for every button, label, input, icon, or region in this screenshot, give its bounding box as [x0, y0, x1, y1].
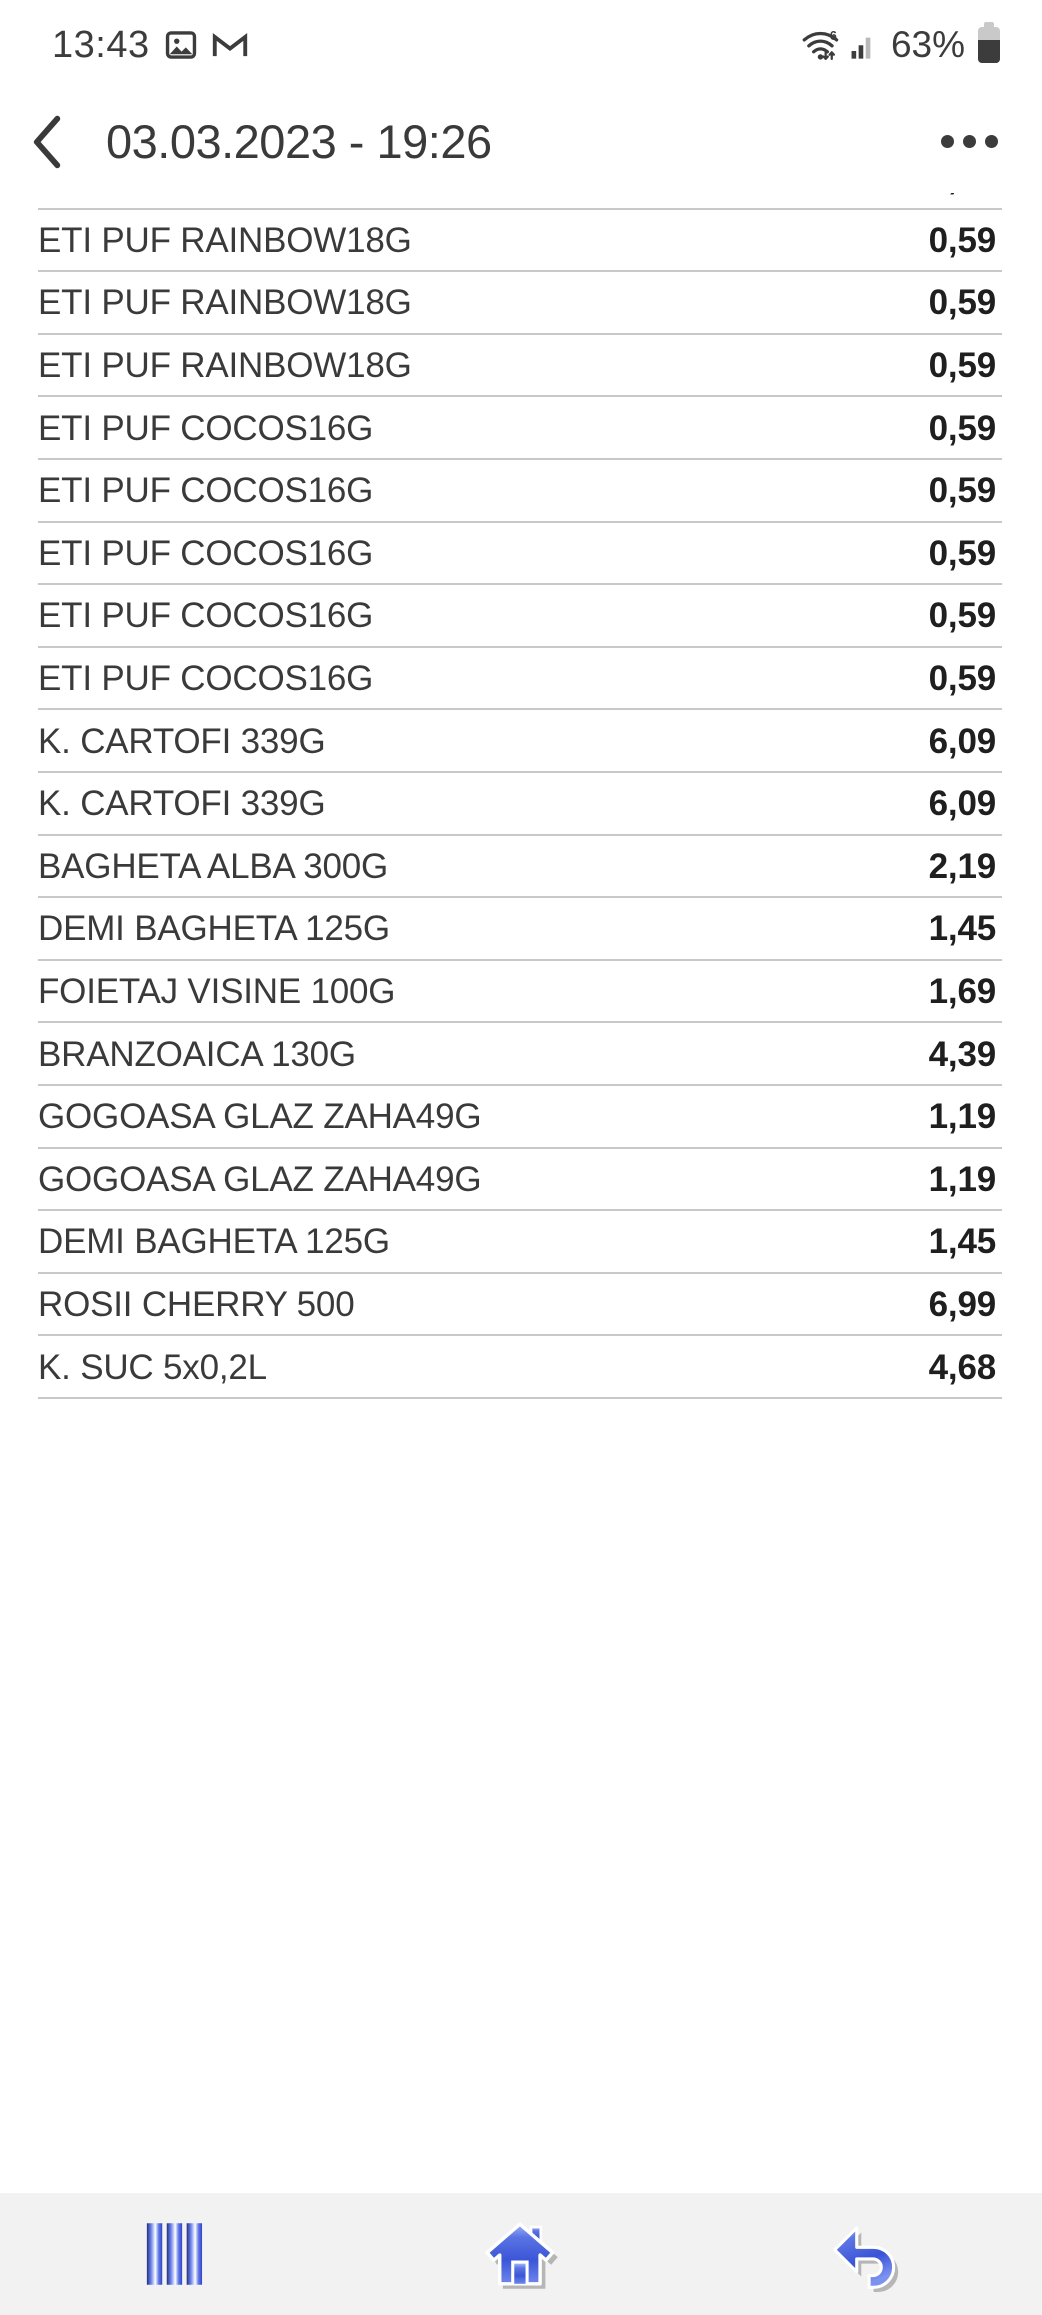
overflow-menu-button[interactable]: [926, 90, 1012, 193]
gallery-icon: [164, 28, 198, 62]
app-header: 03.03.2023 - 19:26: [0, 90, 1042, 193]
back-arrow-icon: [828, 2215, 908, 2293]
bottom-navigation-bar: [0, 2193, 1042, 2315]
receipt-item-name: BAGHETA ALBA 300G: [38, 846, 389, 886]
page-title: 03.03.2023 - 19:26: [106, 115, 492, 168]
receipt-item-price: 4,39: [928, 1034, 997, 1074]
receipt-item-price: 0,59: [929, 193, 997, 198]
receipt-item-name: ETI PUF COCOS16G: [38, 533, 374, 573]
receipt-item-name: K. CARTOFI 339G: [38, 784, 326, 824]
receipt-item-row[interactable]: DEMI BAGHETA 125G 1,45: [0, 898, 1042, 961]
receipt-item-row[interactable]: GOGOASA GLAZ ZAHA49G 1,19: [0, 1148, 1042, 1212]
receipt-item-row[interactable]: DEMI BAGHETA 125G 1,45: [0, 1211, 1042, 1274]
receipt-item-name: ETI PUF COCOS16G: [38, 471, 374, 511]
receipt-item-name: ETI PUF RAINBOW18G: [38, 283, 412, 323]
receipt-item-price: 0,59: [928, 471, 997, 511]
receipt-item-price: 0,59: [928, 220, 997, 260]
cellular-signal-icon: [850, 30, 876, 60]
battery-percentage: 63%: [890, 24, 965, 65]
receipt-item-name: ROSII CHERRY 500: [38, 1284, 355, 1324]
receipt-item-name: FOIETAJ VISINE 100G: [38, 972, 396, 1012]
status-bar: 13:43 6: [0, 0, 1042, 90]
chevron-left-icon: [28, 114, 68, 170]
battery-icon: [978, 22, 1000, 63]
gmail-icon: [212, 30, 248, 60]
receipt-item-name: ETI PUF COCOS16G: [38, 596, 374, 636]
more-options-icon: [962, 135, 976, 148]
receipt-item-price: 0,59: [928, 533, 997, 573]
receipt-item-row[interactable]: ETI PUF COCOS16G 0,59: [0, 459, 1042, 523]
receipt-item-price: 0,59: [928, 408, 997, 448]
receipt-item-name: ETI PUF RAINBOW18G: [38, 193, 929, 198]
receipt-item-row[interactable]: ETI PUF COCOS16G 0,59: [0, 522, 1042, 586]
receipt-item-name: ETI PUF COCOS16G: [38, 408, 374, 448]
receipt-item-name: K. SUC 5x0,2L: [38, 1347, 267, 1387]
more-options-icon: [940, 135, 954, 148]
receipt-item-row[interactable]: GOGOASA GLAZ ZAHA49G 1,19: [0, 1085, 1042, 1149]
receipt-item-price: 6,99: [928, 1284, 997, 1324]
receipt-item-row[interactable]: K. SUC 5x0,2L 4,68: [0, 1336, 1042, 1399]
wifi-6-icon: 6: [801, 28, 841, 62]
receipt-item-row[interactable]: ETI PUF RAINBOW18G 0,59: [0, 209, 1042, 273]
header-back-button[interactable]: [0, 90, 96, 193]
receipt-item-row[interactable]: BRANZOAICA 130G 4,39: [0, 1023, 1042, 1086]
receipt-item-row[interactable]: ETI PUF COCOS16G 0,59: [0, 585, 1042, 648]
receipt-item-row[interactable]: K. CARTOFI 339G 6,09: [0, 710, 1042, 773]
home-icon: [481, 2215, 561, 2293]
barcode-button[interactable]: [0, 2193, 347, 2315]
receipt-item-row[interactable]: ETI PUF COCOS16G 0,59: [0, 397, 1042, 460]
receipt-item-name: DEMI BAGHETA 125G: [38, 909, 390, 949]
receipt-item-name: ETI PUF RAINBOW18G: [38, 346, 412, 386]
receipt-item-price: 2,19: [928, 846, 997, 886]
receipt-item-price: 0,59: [928, 346, 997, 386]
receipt-item-row[interactable]: ETI PUF RAINBOW18G 0,59: [0, 272, 1042, 335]
receipt-item-name: GOGOASA GLAZ ZAHA49G: [38, 1159, 482, 1199]
receipt-item-name: DEMI BAGHETA 125G: [38, 1222, 390, 1262]
receipt-item-name: K. CARTOFI 339G: [38, 721, 326, 761]
receipt-item-row[interactable]: K. CARTOFI 339G 6,09: [0, 772, 1042, 836]
receipt-item-row[interactable]: ROSII CHERRY 500 6,99: [0, 1273, 1042, 1337]
receipt-item-name: BRANZOAICA 130G: [38, 1034, 356, 1074]
receipt-item-price: 0,59: [928, 659, 997, 699]
receipt-items-list[interactable]: ETI PUF RAINBOW18G 0,59 ETI PUF RAINBOW18G…: [0, 193, 1042, 2101]
receipt-item-row[interactable]: FOIETAJ VISINE 100G 1,69: [0, 960, 1042, 1024]
receipt-item-price: 1,69: [928, 972, 997, 1012]
receipt-item-price: 1,45: [928, 1222, 997, 1262]
status-bar-right: 6 63%: [801, 22, 1000, 66]
receipt-item-name: GOGOASA GLAZ ZAHA49G: [38, 1097, 482, 1137]
back-button[interactable]: [695, 2193, 1042, 2315]
receipt-item-row[interactable]: BAGHETA ALBA 300G 2,19: [0, 835, 1042, 899]
more-options-icon: [984, 135, 998, 148]
receipt-item-price: 0,59: [928, 283, 997, 323]
receipt-item-name: ETI PUF COCOS16G: [38, 659, 374, 699]
receipt-item-name: ETI PUF RAINBOW18G: [38, 220, 412, 260]
status-bar-left: 13:43: [52, 24, 248, 67]
receipt-item-price: 6,09: [928, 721, 997, 761]
receipt-item-price: 6,09: [928, 784, 997, 824]
receipt-item-row[interactable]: ETI PUF RAINBOW18G 0,59: [0, 334, 1042, 398]
home-button[interactable]: [347, 2193, 694, 2315]
svg-text:6: 6: [830, 28, 837, 43]
receipt-item-price: 0,59: [928, 596, 997, 636]
receipt-item-row[interactable]: ETI PUF COCOS16G 0,59: [0, 647, 1042, 711]
receipt-item-price: 1,19: [928, 1159, 997, 1199]
barcode-icon: [137, 2216, 211, 2292]
receipt-item-price: 4,68: [928, 1347, 997, 1387]
receipt-item-price: 1,45: [928, 909, 997, 949]
receipt-item-price: 1,19: [928, 1097, 997, 1137]
status-clock: 13:43: [52, 23, 150, 66]
